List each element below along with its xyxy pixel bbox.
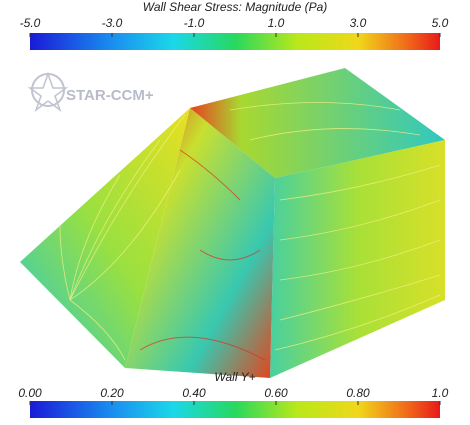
screenshot: STAR-CCM+ Wall Shear Stress: Magnitude (…: [0, 0, 470, 425]
tick-label: 0.40: [182, 386, 206, 400]
tick-label: 0.80: [346, 386, 370, 400]
tick-label: 0.60: [264, 386, 288, 400]
colorbar-title: Wall Shear Stress: Magnitude (Pa): [143, 0, 328, 14]
tick-label: 0.00: [18, 386, 42, 400]
tick-label: 1.0: [432, 386, 449, 400]
logo: STAR-CCM+: [30, 74, 154, 110]
tick-label: -5.0: [20, 16, 41, 30]
colorbar: [30, 401, 440, 418]
tick-label: 3.0: [350, 16, 367, 30]
tick-label: 0.20: [100, 386, 124, 400]
logo-text: STAR-CCM+: [66, 87, 154, 104]
tick-label: -1.0: [184, 16, 205, 30]
tick-label: -3.0: [102, 16, 123, 30]
colorbar: [30, 33, 440, 50]
tick-label: 5.0: [432, 16, 449, 30]
colorbar-title: Wall Y+: [214, 370, 255, 384]
tick-label: 1.0: [268, 16, 285, 30]
geometry: [20, 68, 445, 378]
